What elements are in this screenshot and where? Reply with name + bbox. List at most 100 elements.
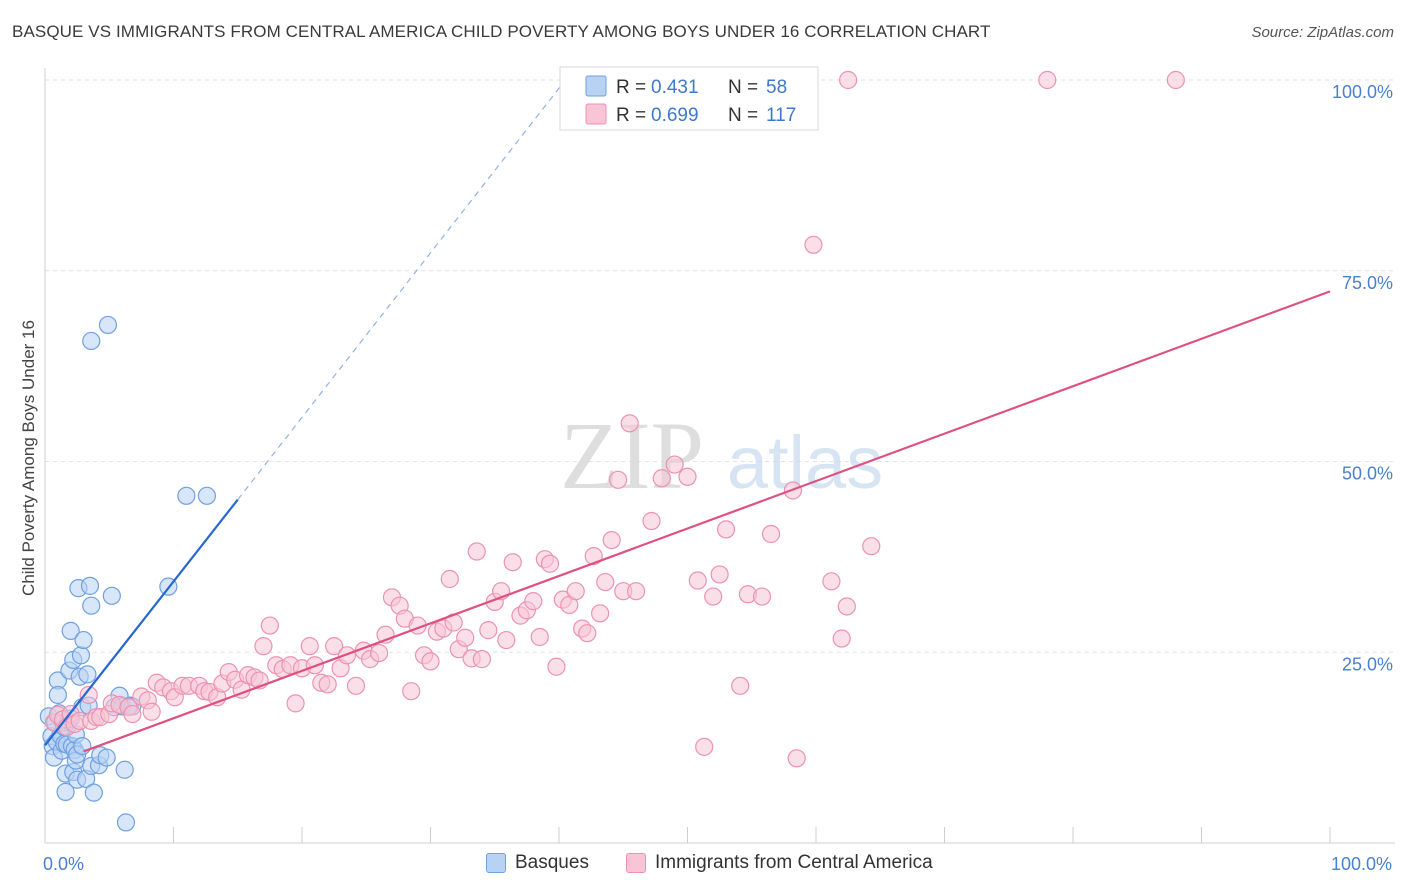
basques-point [97,748,116,767]
source-label: Source: ZipAtlas.com [1251,24,1394,41]
chart-title: BASQUE VS IMMIGRANTS FROM CENTRAL AMERIC… [12,22,991,41]
watermark: ZIP atlas [560,402,883,509]
y-tick-label: 100.0% [1332,82,1393,102]
stats-swatch [585,75,607,97]
stats-swatch [585,103,607,125]
immigrants-point [456,628,475,647]
legend-label-immigrants: Immigrants from Central America [655,852,933,873]
basques-point [102,586,121,605]
x-tick-label: 100.0% [1331,854,1392,874]
immigrants-point [142,702,161,721]
stats-n-label: N = [728,77,758,98]
immigrants-point [370,643,389,663]
immigrants-point [584,547,603,566]
basques-point [61,621,80,640]
immigrants-point [787,749,806,768]
immigrants-point [254,637,273,656]
immigrants-point [602,530,621,550]
immigrants-point [547,657,566,676]
y-axis-label: Child Poverty Among Boys Under 16 [19,320,38,596]
immigrants-point [626,582,646,601]
basques-point [80,576,100,595]
trend-lines [44,79,1331,753]
immigrants-point [467,542,486,561]
stats-r-value: 0.431 [651,77,699,98]
immigrants-point [609,470,628,489]
legend-item-basques: Basques [486,852,589,874]
immigrants-point [591,604,610,623]
legend-item-immigrants: Immigrants from Central America [626,852,933,874]
basques-point [84,783,103,802]
immigrants-point [804,235,823,254]
immigrants-point [832,629,851,648]
immigrants-point [1038,70,1057,90]
immigrants-point [318,675,337,694]
basques-trend-line [44,498,239,747]
stats-n-value: 58 [766,77,787,98]
y-tick-label: 25.0% [1342,654,1393,674]
watermark-atlas: atlas [727,421,883,504]
basques-point [82,596,101,615]
immigrants-point [1166,70,1185,90]
stats-r-value: 0.699 [651,105,699,126]
immigrants-point [837,597,856,616]
immigrants-point [286,694,305,713]
basques-point [56,782,75,801]
immigrants-point [325,637,344,656]
basques-trend-extension [237,79,566,501]
immigrants-point [578,624,597,643]
immigrants-point [540,554,560,573]
immigrants-point [300,637,319,656]
immigrants-point [421,652,440,671]
immigrants-point [695,737,714,756]
immigrants-point [620,414,639,433]
immigrants-point [402,682,421,701]
tick-labels: 25.0% 50.0% 75.0% 100.0% 0.0% 100.0% [43,82,1393,874]
basques-point [197,486,217,505]
legend-label-basques: Basques [515,852,589,873]
basques-point [116,813,136,832]
basques-point [74,630,93,650]
immigrants-point [752,587,772,606]
immigrants-point [123,704,142,724]
basques-point [115,760,134,779]
basques-point [48,685,67,705]
immigrants-point [596,572,615,592]
immigrants-point [862,537,881,556]
immigrants-point [79,685,98,705]
stats-r-label: R = [616,77,646,98]
immigrants-point [346,676,366,695]
immigrants-point [665,455,684,474]
immigrants-point [710,565,729,584]
basques-point [71,646,91,665]
immigrants-point [530,627,549,647]
legend-swatch-basques [486,853,506,873]
immigrants-point [472,650,491,669]
immigrants-point [260,616,279,635]
immigrants-point [440,569,459,589]
immigrants-point [678,467,697,486]
immigrants-point [839,70,858,90]
immigrants-point [716,520,736,539]
stats-r-label: R = [616,105,646,126]
legend-swatch-immigrants [626,853,646,873]
immigrants-point [822,572,841,591]
immigrants-trend-line [83,290,1331,753]
basques-point [98,315,118,335]
immigrants-point [731,676,750,695]
immigrants-point [566,582,585,601]
y-tick-label: 75.0% [1342,273,1393,293]
basques-point [73,736,92,756]
immigrants-point [761,524,781,544]
immigrants-point [642,511,661,531]
immigrants-point [652,469,671,488]
basques-point [78,665,97,684]
immigrants-point [503,553,522,572]
basques-point [177,486,196,505]
stats-n-value: 117 [766,105,796,126]
axes [44,68,1395,844]
immigrants-point [704,587,723,606]
stats-n-label: N = [728,105,758,126]
y-tick-label: 50.0% [1342,464,1393,484]
